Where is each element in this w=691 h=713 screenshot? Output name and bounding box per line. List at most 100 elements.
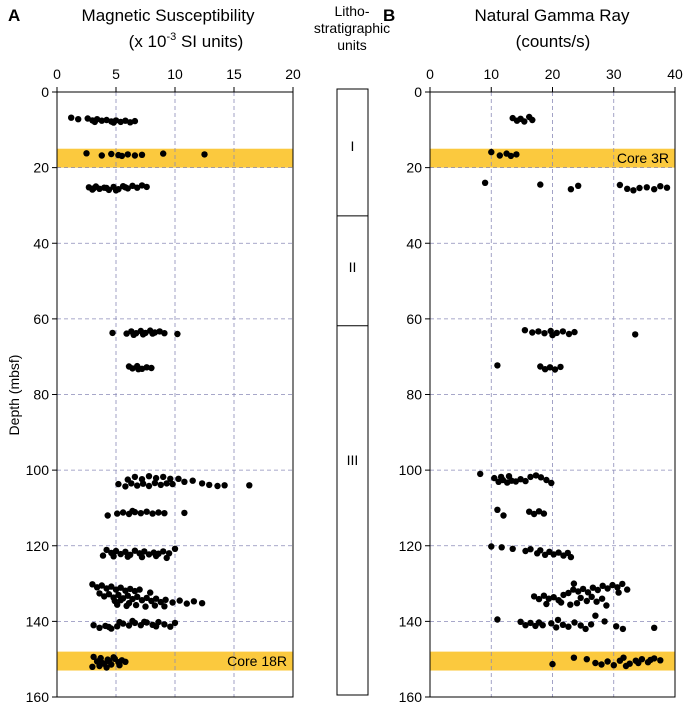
a-data-point xyxy=(89,581,96,588)
b-data-point xyxy=(527,546,534,553)
a-data-point xyxy=(147,589,154,596)
a-data-point xyxy=(131,473,139,481)
a-data-point xyxy=(130,331,137,338)
a-data-point xyxy=(117,597,124,604)
a-data-point xyxy=(115,591,122,599)
a-data-point xyxy=(122,587,129,594)
b-data-point xyxy=(592,659,599,667)
b-x-tick-labels: 0 10 20 30 40 xyxy=(426,66,683,92)
b-data-point xyxy=(565,589,572,597)
a-data-point xyxy=(145,482,153,490)
b-data-point xyxy=(613,623,620,630)
b-data-point xyxy=(535,595,543,603)
b-data-point xyxy=(549,331,556,339)
panel-a-letter: A xyxy=(8,6,20,25)
b-data-point xyxy=(567,601,574,608)
b-data-point xyxy=(550,594,557,601)
b-data-point xyxy=(615,589,622,596)
a-data-point xyxy=(112,187,120,194)
b-data-point xyxy=(517,476,524,483)
a-data-point xyxy=(114,510,121,517)
b-data-point xyxy=(567,186,575,193)
b-grid-lines xyxy=(430,92,675,697)
a-title-superscript: -3 xyxy=(166,31,176,43)
b-data-point xyxy=(630,187,637,194)
b-data-point xyxy=(540,592,548,599)
a-data-point xyxy=(91,118,99,126)
a-title-line1: Magnetic Susceptibility xyxy=(82,6,255,25)
a-data-point xyxy=(104,512,111,519)
b-data-point xyxy=(571,328,578,336)
a-data-point xyxy=(125,600,133,607)
b-data-point xyxy=(557,363,564,371)
b-data-point xyxy=(522,477,529,485)
litho-title-line1: Litho- xyxy=(334,3,369,19)
a-xtick-label-4: 20 xyxy=(285,66,301,82)
b-data-point xyxy=(522,622,529,629)
b-data-point xyxy=(509,545,516,552)
b-data-point xyxy=(598,661,605,668)
b-data-point xyxy=(635,659,642,667)
b-data-point xyxy=(551,366,559,373)
a-data-point xyxy=(149,510,156,517)
b-ytick-label-2: 40 xyxy=(406,235,422,251)
a-data-point xyxy=(171,619,179,627)
a-data-point xyxy=(83,150,90,157)
a-data-point xyxy=(161,330,168,337)
a-data-point xyxy=(151,602,159,609)
a-ytick-label-4: 80 xyxy=(33,387,49,403)
a-data-point xyxy=(201,151,208,158)
b-ytick-label-4: 80 xyxy=(406,387,422,403)
b-data-point xyxy=(537,181,544,188)
a-data-point xyxy=(122,184,129,191)
litho-boundaries xyxy=(337,215,368,327)
a-title-prefix: (x 10 xyxy=(129,32,167,51)
a-data-point xyxy=(152,623,160,630)
a-data-point xyxy=(151,479,159,487)
b-band-label-0: Core 3R xyxy=(617,150,669,166)
b-data-point xyxy=(570,586,577,593)
a-data-point xyxy=(98,152,106,159)
a-data-point xyxy=(125,622,133,629)
a-xtick-label-3: 15 xyxy=(226,66,242,82)
b-data-point xyxy=(545,595,552,602)
a-data-point xyxy=(143,508,150,515)
b-data-point xyxy=(512,478,519,485)
b-data-point xyxy=(537,547,544,554)
a-data-point xyxy=(122,483,129,490)
a-data-point xyxy=(161,510,168,517)
b-title-line1: Natural Gamma Ray xyxy=(475,6,630,25)
b-data-point xyxy=(507,152,515,160)
b-data-point xyxy=(575,588,582,595)
a-ytick-label-6: 120 xyxy=(26,538,50,554)
b-data-point xyxy=(587,621,595,628)
b-data-point xyxy=(620,654,627,661)
a-data-point xyxy=(160,473,167,481)
a-data-point xyxy=(157,598,164,606)
a-data-point xyxy=(148,364,155,372)
b-data-point xyxy=(548,479,555,487)
a-data-point xyxy=(124,592,131,599)
a-data-point xyxy=(90,185,97,192)
a-data-point xyxy=(137,510,144,517)
b-data-point xyxy=(532,472,540,479)
b-y-tick-labels: 0 20 40 60 80 100 120 140 160 xyxy=(399,84,430,705)
a-xtick-label-1: 5 xyxy=(112,66,120,82)
a-data-point xyxy=(160,548,167,555)
a-data-point xyxy=(75,116,82,123)
a-data-point xyxy=(122,658,129,665)
a-data-point xyxy=(116,662,123,669)
a-x-tick-labels: 0 5 10 15 20 xyxy=(53,66,301,92)
b-data-point xyxy=(588,593,595,600)
a-data-point xyxy=(139,331,147,338)
b-data-point xyxy=(604,585,611,592)
a-data-point xyxy=(115,151,122,159)
a-data-point xyxy=(152,595,160,602)
a-data-point xyxy=(163,480,170,487)
b-data-point xyxy=(589,584,597,591)
b-data-point xyxy=(657,183,664,190)
a-ytick-label-3: 60 xyxy=(33,311,49,327)
a-data-point xyxy=(163,554,170,562)
b-data-point xyxy=(598,595,606,602)
